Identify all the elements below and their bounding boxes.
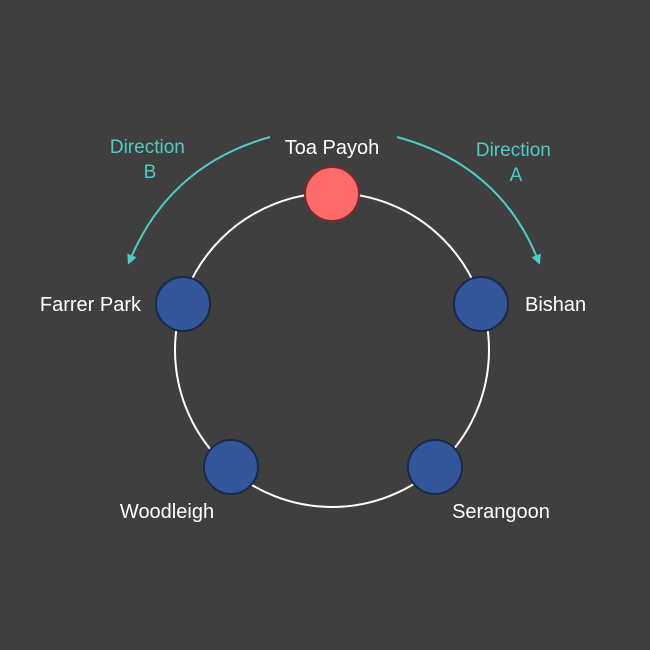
station-label-bishan: Bishan: [525, 294, 586, 316]
station-bishan: Bishan: [453, 276, 586, 332]
station-marker: [407, 439, 463, 495]
station-label-toa-payoh: Toa Payoh: [285, 137, 380, 159]
direction-b-label-line2: B: [144, 162, 157, 183]
station-marker: [203, 439, 259, 495]
station-marker: [453, 276, 509, 332]
station-farrer-park: Farrer Park: [40, 276, 211, 332]
station-toa-payoh: Toa Payoh: [285, 137, 380, 222]
direction-b-arrow: [127, 136, 271, 265]
station-label-farrer-park: Farrer Park: [40, 294, 142, 316]
station-label-serangoon: Serangoon: [452, 501, 550, 523]
station-marker: [155, 276, 211, 332]
direction-a-label-line2: A: [510, 165, 523, 186]
direction-b-label-line1: Direction: [110, 137, 185, 158]
station-serangoon: Serangoon: [407, 439, 550, 523]
station-woodleigh: Woodleigh: [120, 439, 259, 523]
station-marker-current: [304, 166, 360, 222]
direction-a-label-line1: Direction: [476, 140, 551, 161]
direction-a-label: Direction A: [476, 140, 556, 186]
station-label-woodleigh: Woodleigh: [120, 501, 214, 523]
direction-b-label: Direction B: [110, 137, 190, 183]
direction-a-arrow: [396, 136, 541, 265]
